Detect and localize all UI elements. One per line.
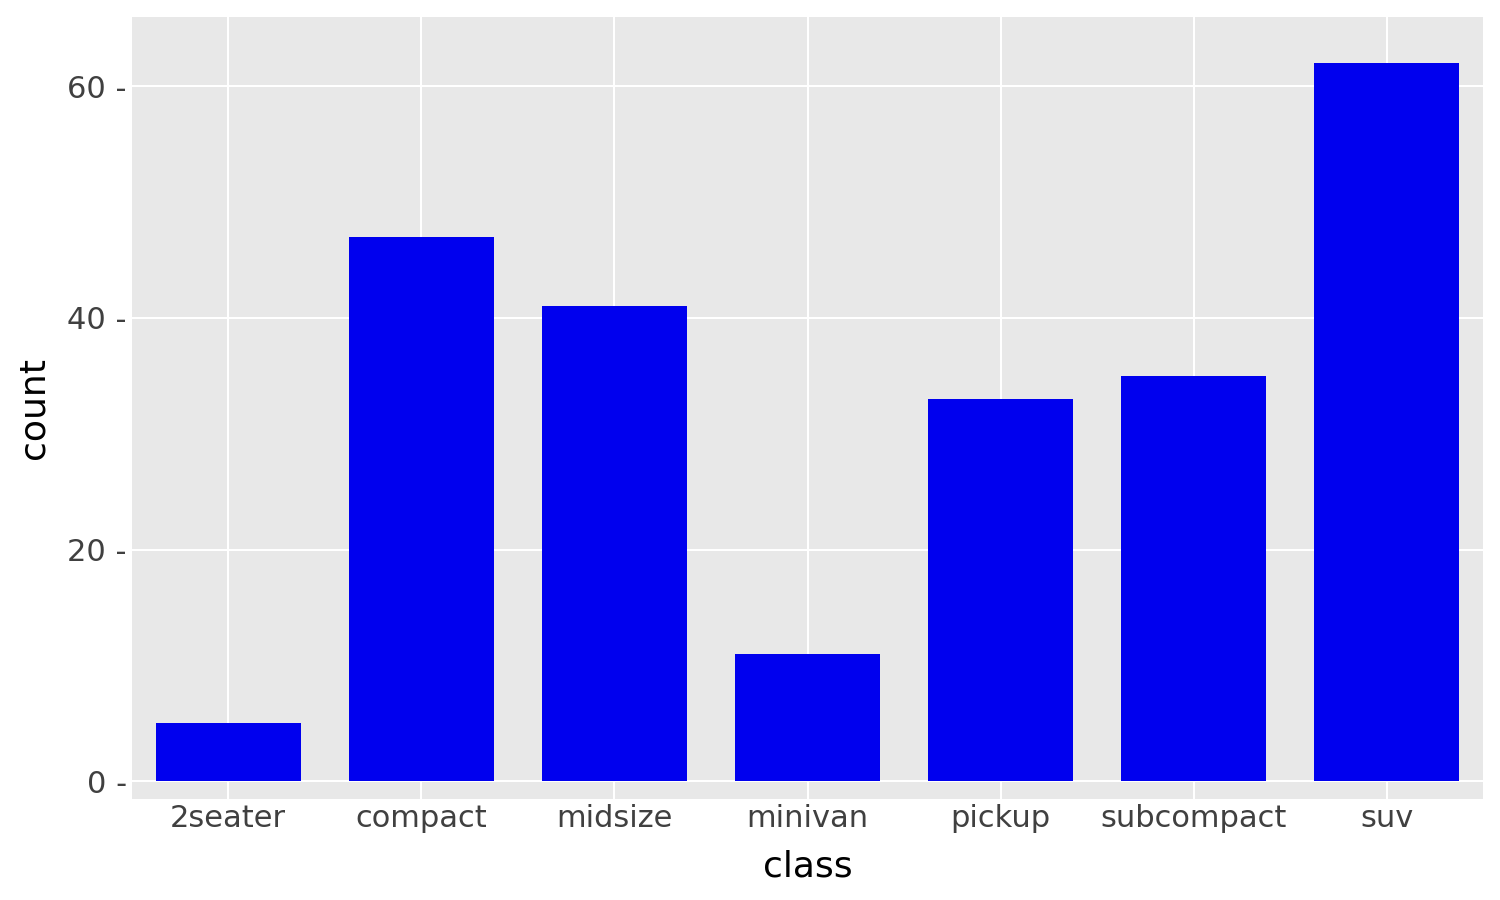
Bar <box>928 399 1072 781</box>
Bar <box>350 237 494 781</box>
Bar <box>1314 63 1460 781</box>
Y-axis label: count: count <box>16 356 51 459</box>
Bar <box>542 306 687 781</box>
Bar <box>735 654 880 781</box>
Bar <box>1122 376 1266 781</box>
X-axis label: class: class <box>762 850 852 883</box>
Bar <box>156 724 300 781</box>
